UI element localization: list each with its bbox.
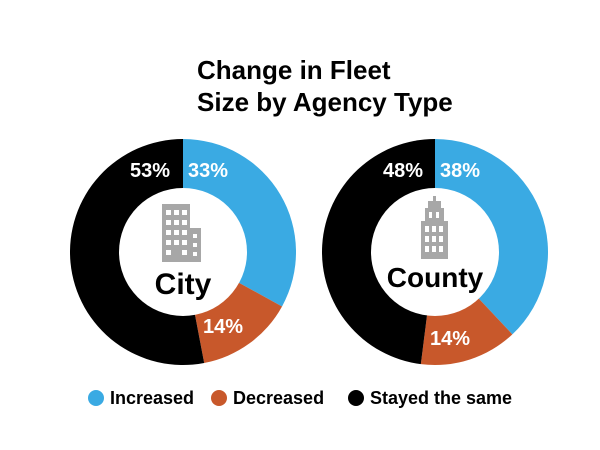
county-tower-icon: [421, 196, 448, 259]
city-decreased-label: 14%: [203, 316, 243, 338]
county-donut: County 48% 38% 14%: [322, 139, 548, 365]
city-donut: City 53% 33% 14%: [70, 139, 297, 365]
city-increased-label: 33%: [188, 160, 228, 182]
city-stayed-same-label: 53%: [130, 160, 170, 182]
city-building-icon: [162, 204, 201, 262]
chart-title-line-1: Change in Fleet: [197, 55, 391, 85]
city-center-label: City: [155, 268, 212, 301]
county-increased-label: 38%: [440, 160, 480, 182]
legend-marker-stayed-same: [348, 390, 364, 406]
legend-label-increased: Increased: [110, 388, 194, 408]
legend-label-stayed-same: Stayed the same: [370, 388, 512, 408]
legend-marker-decreased: [211, 390, 227, 406]
county-center-label: County: [387, 262, 484, 293]
chart-legend: Increased Decreased Stayed the same: [88, 388, 512, 408]
county-stayed-same-label: 48%: [383, 160, 423, 182]
chart-title-line-2: Size by Agency Type: [197, 87, 453, 117]
legend-label-decreased: Decreased: [233, 388, 324, 408]
legend-marker-increased: [88, 390, 104, 406]
county-decreased-label: 14%: [430, 328, 470, 350]
